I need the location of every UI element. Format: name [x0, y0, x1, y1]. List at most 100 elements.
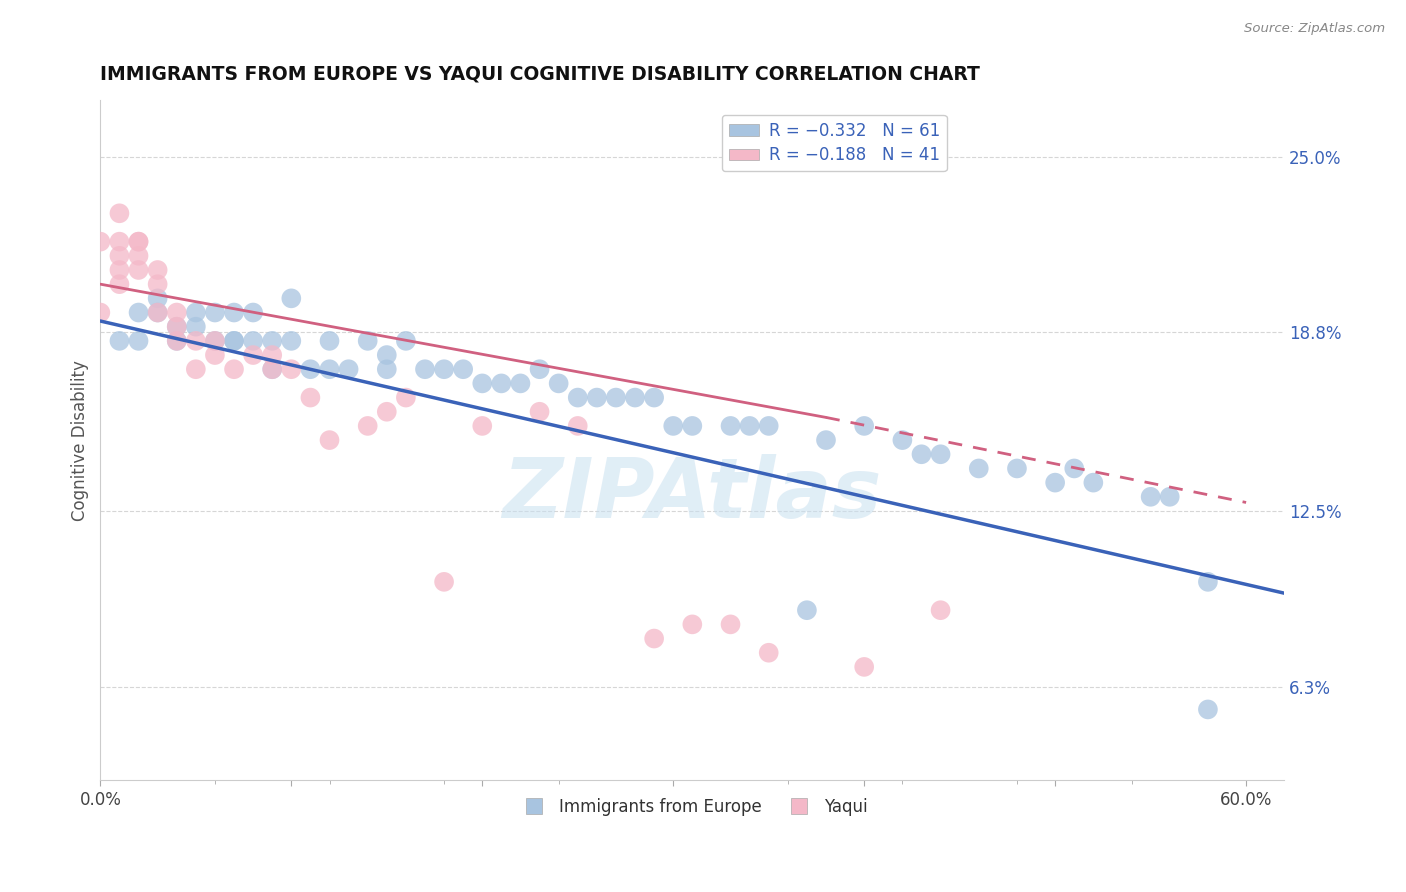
Point [1197, 574, 1219, 589]
Point [204, 305, 226, 319]
Point [166, 305, 188, 319]
Point [720, 418, 742, 433]
Point [146, 305, 169, 319]
Point [318, 362, 340, 376]
Point [738, 418, 761, 433]
Point [108, 334, 131, 348]
Point [166, 334, 188, 348]
Point [853, 418, 876, 433]
Point [166, 319, 188, 334]
Point [910, 447, 932, 461]
Point [242, 334, 264, 348]
Point [1139, 490, 1161, 504]
Point [720, 617, 742, 632]
Point [451, 362, 474, 376]
Point [814, 433, 837, 447]
Point [375, 348, 398, 362]
Point [184, 319, 207, 334]
Point [108, 206, 131, 220]
Point [624, 391, 647, 405]
Point [491, 376, 513, 391]
Point [242, 348, 264, 362]
Point [318, 334, 340, 348]
Point [1197, 702, 1219, 716]
Point [413, 362, 436, 376]
Point [853, 660, 876, 674]
Point [108, 249, 131, 263]
Point [681, 418, 703, 433]
Point [643, 632, 665, 646]
Point [204, 334, 226, 348]
Point [242, 305, 264, 319]
Point [891, 433, 914, 447]
Point [128, 235, 150, 249]
Point [357, 334, 380, 348]
Point [547, 376, 569, 391]
Point [337, 362, 360, 376]
Point [796, 603, 818, 617]
Point [1159, 490, 1181, 504]
Point [967, 461, 990, 475]
Point [146, 305, 169, 319]
Point [280, 334, 302, 348]
Point [280, 362, 302, 376]
Point [108, 277, 131, 292]
Point [509, 376, 531, 391]
Point [128, 334, 150, 348]
Point [222, 305, 245, 319]
Point [204, 334, 226, 348]
Point [89, 305, 111, 319]
Point [567, 391, 589, 405]
Point [184, 334, 207, 348]
Point [184, 362, 207, 376]
Point [222, 334, 245, 348]
Point [299, 391, 322, 405]
Point [605, 391, 627, 405]
Text: Source: ZipAtlas.com: Source: ZipAtlas.com [1244, 22, 1385, 36]
Point [108, 235, 131, 249]
Point [395, 334, 418, 348]
Point [662, 418, 685, 433]
Point [567, 418, 589, 433]
Point [146, 263, 169, 277]
Point [1043, 475, 1066, 490]
Point [222, 334, 245, 348]
Point [433, 574, 456, 589]
Point [471, 376, 494, 391]
Point [184, 305, 207, 319]
Point [395, 391, 418, 405]
Point [318, 433, 340, 447]
Point [529, 405, 551, 419]
Point [375, 405, 398, 419]
Point [128, 249, 150, 263]
Point [262, 348, 284, 362]
Point [128, 305, 150, 319]
Point [299, 362, 322, 376]
Point [1005, 461, 1028, 475]
Point [758, 418, 780, 433]
Text: IMMIGRANTS FROM EUROPE VS YAQUI COGNITIVE DISABILITY CORRELATION CHART: IMMIGRANTS FROM EUROPE VS YAQUI COGNITIV… [100, 64, 980, 83]
Point [471, 418, 494, 433]
Point [357, 418, 380, 433]
Point [262, 362, 284, 376]
Y-axis label: Cognitive Disability: Cognitive Disability [72, 359, 89, 521]
Point [1083, 475, 1105, 490]
Point [529, 362, 551, 376]
Point [146, 277, 169, 292]
Point [262, 334, 284, 348]
Point [166, 319, 188, 334]
Point [758, 646, 780, 660]
Point [586, 391, 609, 405]
Point [375, 362, 398, 376]
Point [166, 334, 188, 348]
Point [108, 263, 131, 277]
Point [128, 235, 150, 249]
Point [222, 362, 245, 376]
Point [280, 291, 302, 305]
Point [681, 617, 703, 632]
Point [128, 263, 150, 277]
Text: ZIPAtlas: ZIPAtlas [502, 454, 882, 535]
Point [929, 603, 952, 617]
Point [929, 447, 952, 461]
Point [204, 348, 226, 362]
